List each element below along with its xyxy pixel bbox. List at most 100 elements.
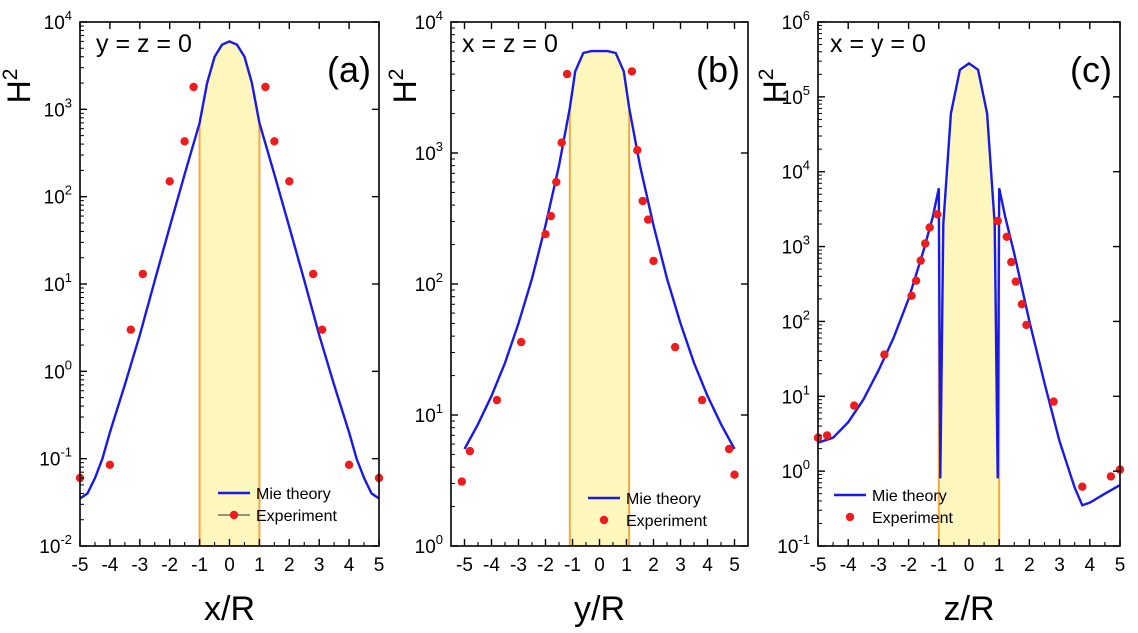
x-tick-label: 0 <box>964 555 975 576</box>
x-axis-title: y/R <box>574 590 625 628</box>
data-point-experiment <box>1007 257 1016 267</box>
data-point-experiment <box>165 177 174 186</box>
data-point-experiment <box>562 69 572 79</box>
y-tick-label: 100 <box>782 457 810 483</box>
x-tick-label: -5 <box>810 555 827 576</box>
data-point-experiment <box>318 325 327 334</box>
shaded-region <box>568 50 631 546</box>
shaded-region <box>198 40 261 546</box>
data-point-experiment <box>552 177 561 187</box>
x-axis-title: x/R <box>204 590 255 628</box>
x-tick-label: 3 <box>1054 555 1065 576</box>
data-point-experiment <box>649 256 658 266</box>
data-point-experiment <box>850 401 859 410</box>
legend-entry-label: Experiment <box>872 510 953 527</box>
data-point-experiment <box>492 395 502 405</box>
y-tick-label: 105 <box>782 83 810 109</box>
data-point-experiment <box>643 215 653 224</box>
data-point-experiment <box>105 460 115 469</box>
data-point-experiment <box>457 477 466 486</box>
x-tick-label: 1 <box>994 555 1005 576</box>
data-point-experiment <box>670 342 680 352</box>
x-tick-label: 5 <box>729 555 740 576</box>
data-point-experiment <box>822 431 832 440</box>
x-tick-label: -1 <box>564 555 581 576</box>
legend-entry-label: Experiment <box>256 508 337 525</box>
x-axis-title: z/R <box>944 590 995 628</box>
data-point-experiment <box>911 276 921 285</box>
series-line-mie-theory <box>80 40 379 500</box>
legend-entry-label: Mie theory <box>872 488 947 505</box>
condition-label: y = z = 0 <box>96 30 192 58</box>
x-tick-label: 3 <box>314 555 325 576</box>
shaded-region <box>937 62 1001 546</box>
data-point-experiment <box>633 146 642 155</box>
y-tick-label: 102 <box>415 270 443 296</box>
data-point-experiment <box>925 223 934 232</box>
data-point-experiment <box>541 230 550 239</box>
legend: Mie theory Experiment <box>218 486 337 525</box>
data-point-experiment <box>1011 277 1020 286</box>
y-tick-label: 10-1 <box>777 532 810 558</box>
data-point-experiment <box>285 177 294 186</box>
data-point-experiment <box>1078 482 1087 491</box>
y-tick-label: 103 <box>415 139 443 165</box>
data-point-experiment <box>730 470 739 479</box>
y-tick-label: 100 <box>44 357 72 383</box>
x-tick-label: -1 <box>191 555 208 576</box>
y-tick-label: 104 <box>44 8 72 34</box>
x-tick-label: 2 <box>284 555 295 576</box>
y-axis-title: H2 <box>0 69 37 104</box>
legend: Mie theory Experiment <box>834 488 953 527</box>
legend-entry-label: Mie theory <box>626 491 701 508</box>
x-tick-label: 3 <box>675 555 686 576</box>
data-point-experiment <box>309 269 318 279</box>
x-tick-label: -4 <box>840 555 857 576</box>
x-tick-label: -3 <box>131 555 148 576</box>
chart-panel-2: -5 -4 -3 -2 -1 0 1 2 3 4 5 10-1 100 101 102 103 104 105 10… <box>755 8 1125 628</box>
data-point-experiment <box>916 256 925 265</box>
series-line-mie-theory <box>463 49 736 450</box>
y-tick-label: 100 <box>415 532 443 558</box>
legend-swatch-point <box>845 512 855 522</box>
x-tick-label: -5 <box>456 555 473 576</box>
data-point-experiment <box>724 444 734 454</box>
legend-entry-label: Experiment <box>626 513 707 530</box>
x-tick-label: 2 <box>1024 555 1035 576</box>
panel-label: (c) <box>1070 49 1112 90</box>
y-tick-label: 104 <box>415 8 443 34</box>
series-line-mie-theory <box>818 61 1120 507</box>
data-point-experiment <box>465 446 475 456</box>
x-tick-label: 5 <box>374 555 385 576</box>
data-point-experiment <box>880 350 889 359</box>
data-point-experiment <box>138 269 147 279</box>
x-tick-label: -1 <box>930 555 947 576</box>
x-tick-label: -3 <box>870 555 887 576</box>
data-point-experiment <box>546 211 556 221</box>
panel-label: (b) <box>696 49 740 90</box>
data-point-experiment <box>189 82 198 92</box>
y-tick-label: 101 <box>782 382 810 408</box>
y-tick-label: 10-2 <box>39 532 72 558</box>
x-tick-label: 5 <box>1115 555 1126 576</box>
panel-label: (a) <box>327 49 371 90</box>
x-tick-label: 4 <box>702 555 713 576</box>
y-tick-label: 103 <box>44 95 72 121</box>
x-tick-label: 0 <box>224 555 235 576</box>
data-point-experiment <box>1022 320 1031 330</box>
x-tick-label: 1 <box>621 555 632 576</box>
y-tick-label: 104 <box>782 158 810 184</box>
x-tick-label: 1 <box>254 555 265 576</box>
legend-swatch-point <box>229 510 239 520</box>
x-tick-label: -5 <box>72 555 89 576</box>
y-axis-title: H2 <box>755 69 793 104</box>
condition-label: x = z = 0 <box>462 30 558 58</box>
y-tick-label: 102 <box>782 307 810 333</box>
x-tick-label: -2 <box>537 555 554 576</box>
legend: Mie theory Experiment <box>588 491 707 530</box>
condition-label: x = y = 0 <box>830 30 926 58</box>
x-tick-label: -4 <box>101 555 118 576</box>
data-point-experiment <box>638 196 647 206</box>
x-tick-label: -3 <box>510 555 527 576</box>
